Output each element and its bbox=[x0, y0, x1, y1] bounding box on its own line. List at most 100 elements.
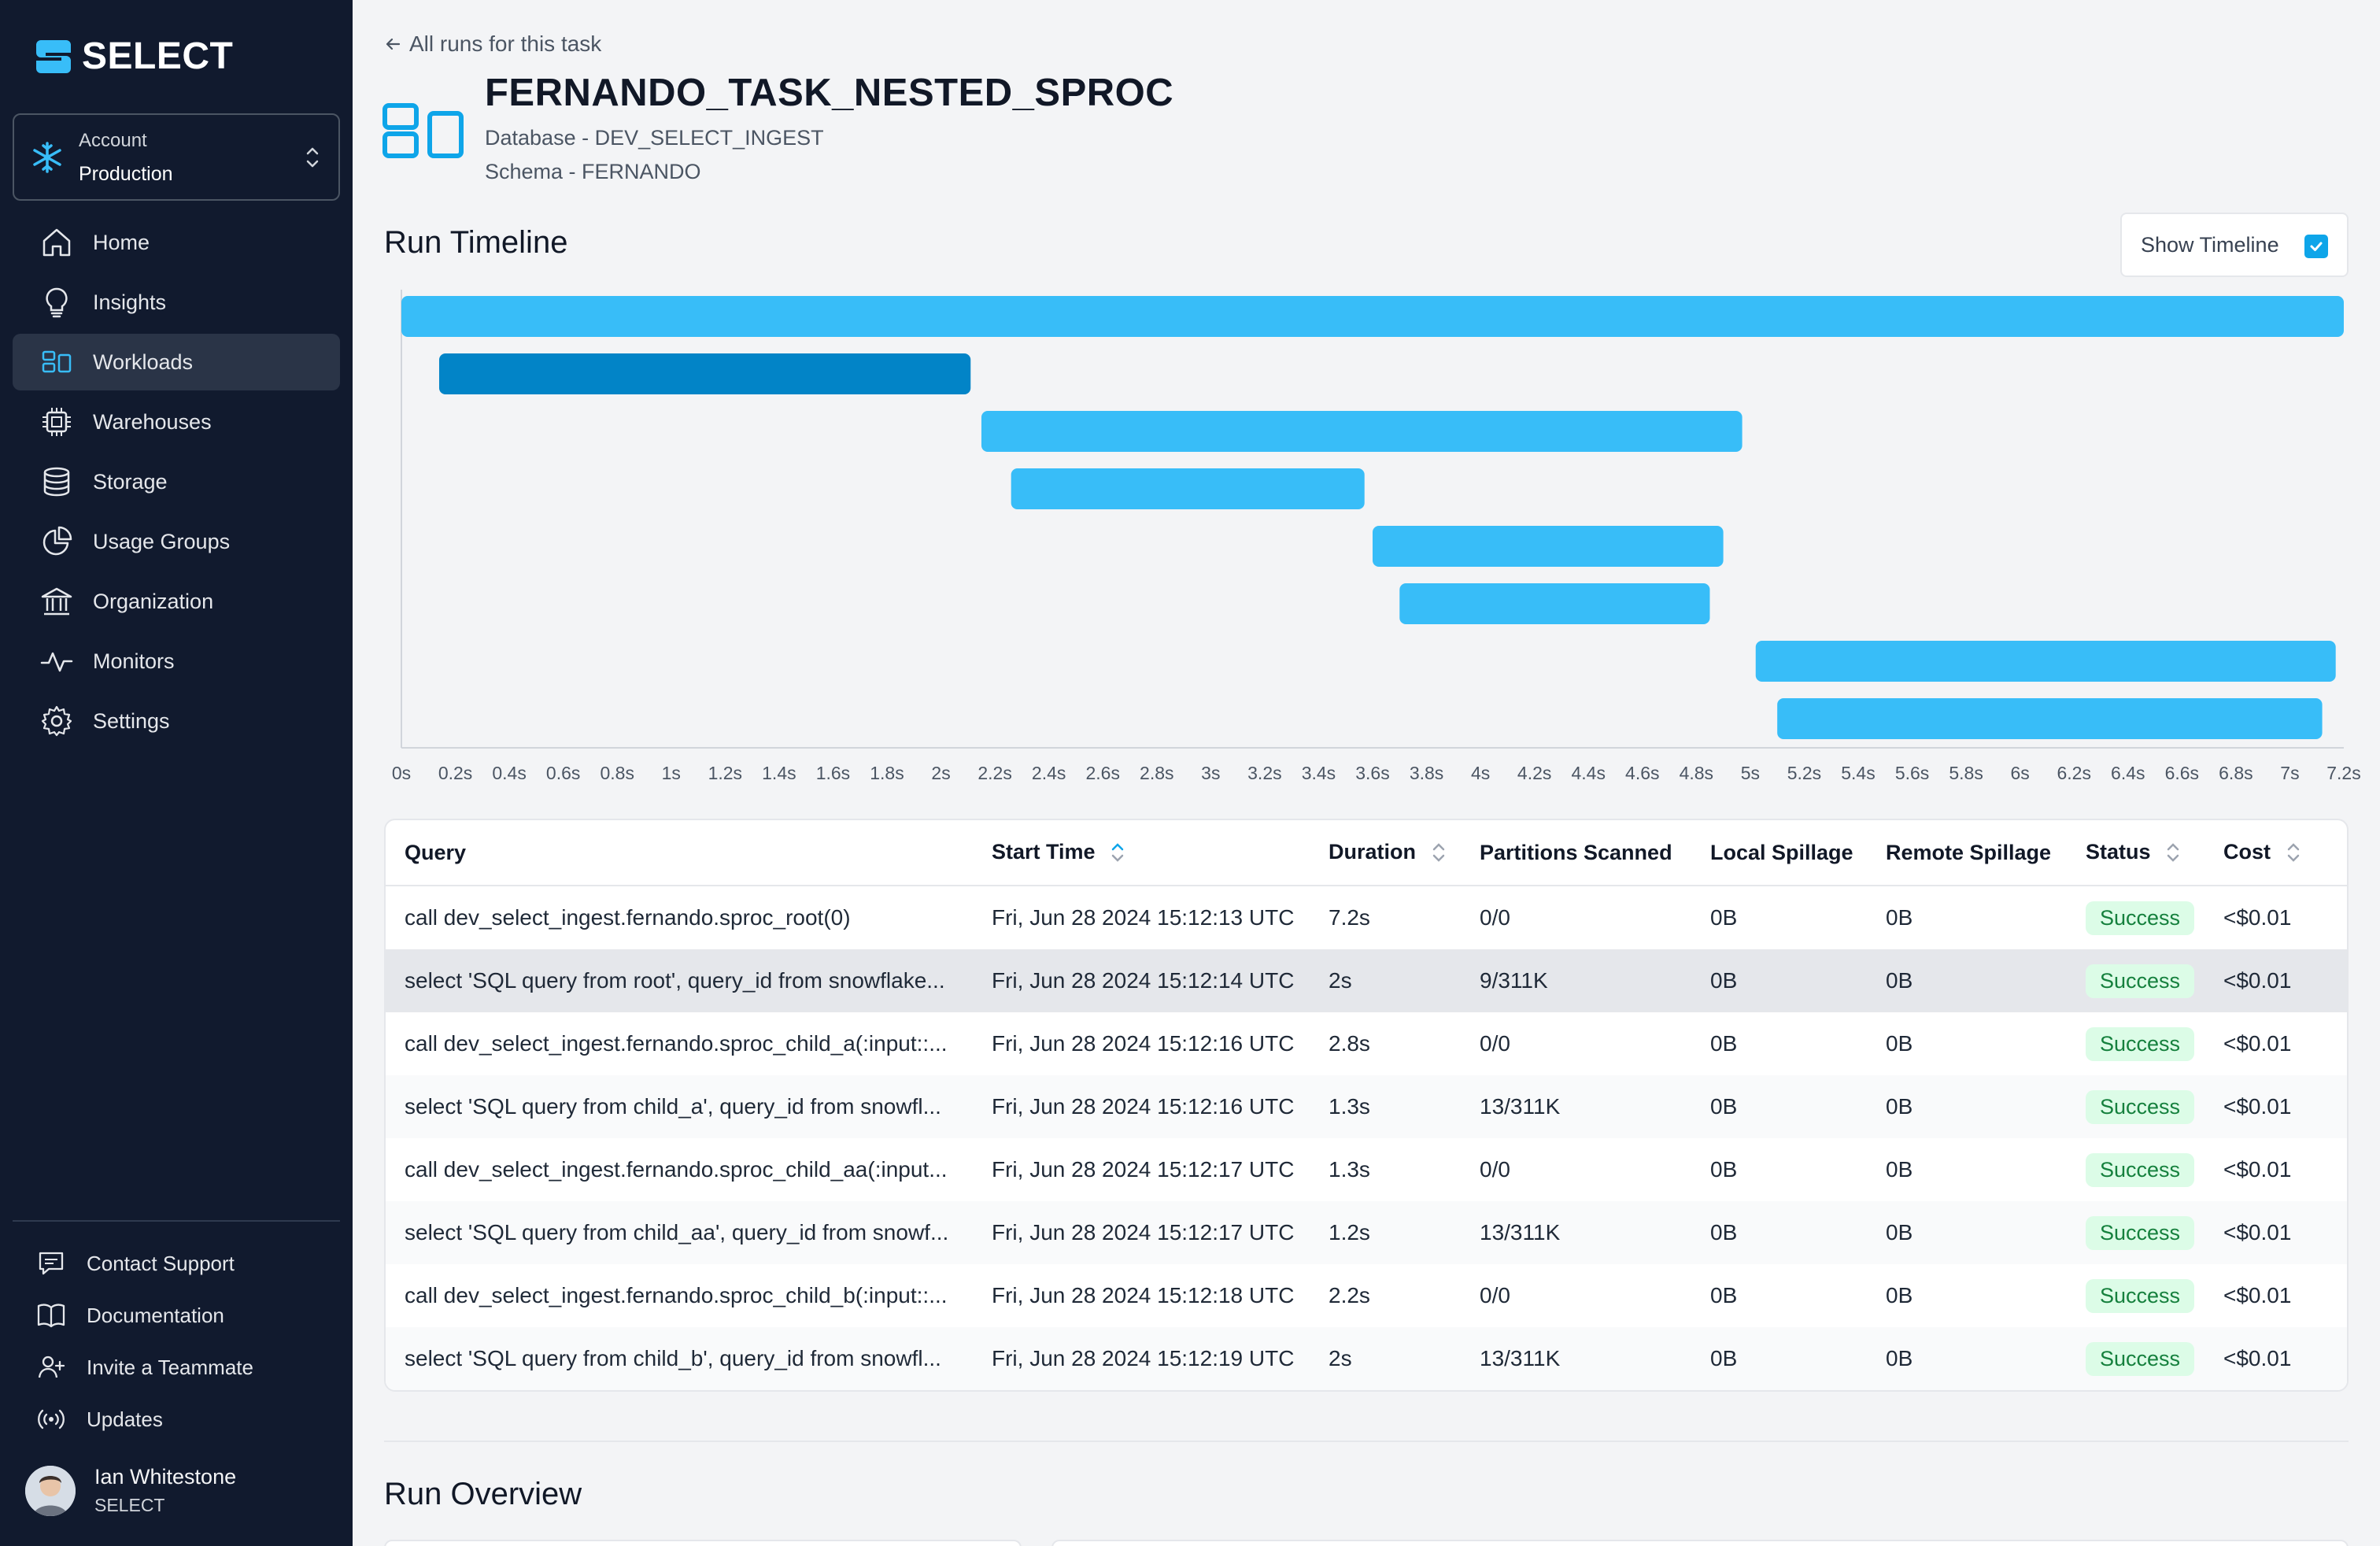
nav-item-workloads[interactable]: Workloads bbox=[13, 334, 340, 390]
timeline-tick-label: 6.8s bbox=[2219, 763, 2252, 783]
main-nav: Home Insights Workloads Warehouses Stora… bbox=[13, 214, 340, 753]
cell-start-time: Fri, Jun 28 2024 15:12:17 UTC bbox=[992, 1220, 1295, 1245]
table-row[interactable]: call dev_select_ingest.fernando.sproc_ch… bbox=[386, 1138, 2347, 1201]
nav-item-monitors[interactable]: Monitors bbox=[13, 633, 340, 690]
table-row[interactable]: select 'SQL query from child_a', query_i… bbox=[386, 1075, 2347, 1138]
table-row[interactable]: select 'SQL query from root', query_id f… bbox=[386, 949, 2347, 1012]
nav-item-home[interactable]: Home bbox=[13, 214, 340, 271]
column-header-start-time[interactable]: Start Time bbox=[992, 840, 1329, 866]
pie-chart-icon bbox=[39, 524, 74, 559]
timeline-tick-label: 1.8s bbox=[870, 763, 904, 783]
timeline-tick-label: 3.8s bbox=[1410, 763, 1443, 783]
secondary-nav: Contact Support Documentation Invite a T… bbox=[13, 1237, 340, 1445]
table-row[interactable]: call dev_select_ingest.fernando.sproc_ro… bbox=[386, 886, 2347, 949]
cell-remote-spillage: 0B bbox=[1886, 1283, 1913, 1307]
cell-partitions: 0/0 bbox=[1480, 1283, 1510, 1307]
timeline-bar[interactable] bbox=[1399, 583, 1710, 624]
timeline-tick-label: 0.8s bbox=[600, 763, 634, 783]
table-row[interactable]: select 'SQL query from child_aa', query_… bbox=[386, 1201, 2347, 1264]
table-header: Query Start Time Duration Partitions Sca… bbox=[386, 820, 2347, 886]
nav-label: Documentation bbox=[87, 1303, 224, 1327]
nav-item-invite-teammate[interactable]: Invite a Teammate bbox=[13, 1341, 340, 1393]
nav-item-updates[interactable]: Updates bbox=[13, 1393, 340, 1445]
status-badge: Success bbox=[2086, 1341, 2195, 1376]
sort-icon[interactable] bbox=[1430, 840, 1447, 865]
table-row[interactable]: call dev_select_ingest.fernando.sproc_ch… bbox=[386, 1012, 2347, 1075]
nav-label: Usage Groups bbox=[93, 529, 231, 553]
nav-item-documentation[interactable]: Documentation bbox=[13, 1289, 340, 1341]
run-timeline-chart: 0s 0.2s 0.4s 0.6s 0.8s 1s 1.2s 1.4s 1.6s 1.8s 2s 2.… bbox=[384, 283, 2380, 795]
sort-icon[interactable] bbox=[2285, 840, 2302, 865]
column-label: Start Time bbox=[992, 839, 1096, 864]
cell-query: call dev_select_ingest.fernando.sproc_ch… bbox=[405, 1031, 948, 1056]
timeline-tick-label: 5.8s bbox=[1949, 763, 1983, 783]
status-badge: Success bbox=[2086, 963, 2195, 998]
timeline-tick-label: 0s bbox=[392, 763, 411, 783]
cell-cost: <$0.01 bbox=[2223, 1346, 2292, 1370]
cell-remote-spillage: 0B bbox=[1886, 1031, 1913, 1056]
show-timeline-toggle[interactable]: Show Timeline bbox=[2120, 213, 2349, 277]
timeline-tick-label: 3.4s bbox=[1302, 763, 1336, 783]
chip-icon bbox=[39, 405, 74, 439]
column-header-cost[interactable]: Cost bbox=[2223, 840, 2341, 866]
select-logo-icon bbox=[36, 39, 71, 73]
status-badge: Success bbox=[2086, 1215, 2195, 1250]
timeline-bar[interactable] bbox=[438, 353, 971, 394]
timeline-tick-label: 5.2s bbox=[1787, 763, 1821, 783]
status-badge: Success bbox=[2086, 901, 2195, 935]
sort-icon[interactable] bbox=[2164, 840, 2182, 865]
timeline-tick-label: 1s bbox=[662, 763, 681, 783]
back-link[interactable]: All runs for this task bbox=[384, 31, 601, 57]
timeline-tick-label: 6.6s bbox=[2165, 763, 2199, 783]
timeline-bar[interactable] bbox=[981, 411, 1743, 452]
nav-label: Settings bbox=[93, 708, 170, 733]
chat-icon bbox=[36, 1248, 66, 1278]
timeline-tick-label: 1.4s bbox=[762, 763, 796, 783]
cell-remote-spillage: 0B bbox=[1886, 968, 1913, 993]
nav-item-warehouses[interactable]: Warehouses bbox=[13, 394, 340, 450]
database-icon bbox=[39, 464, 74, 499]
table-row[interactable]: call dev_select_ingest.fernando.sproc_ch… bbox=[386, 1264, 2347, 1327]
column-header-status[interactable]: Status bbox=[2086, 840, 2223, 866]
timeline-tick-label: 5.4s bbox=[1841, 763, 1875, 783]
overview-card bbox=[384, 1540, 1022, 1546]
sidebar-divider bbox=[13, 1220, 340, 1222]
nav-item-settings[interactable]: Settings bbox=[13, 693, 340, 749]
brand-logo[interactable]: SELECT bbox=[35, 35, 233, 78]
cell-start-time: Fri, Jun 28 2024 15:12:16 UTC bbox=[992, 1094, 1295, 1119]
nav-item-contact-support[interactable]: Contact Support bbox=[13, 1237, 340, 1289]
table-row[interactable]: select 'SQL query from child_b', query_i… bbox=[386, 1327, 2347, 1390]
timeline-tick-label: 5s bbox=[1741, 763, 1760, 783]
cell-local-spillage: 0B bbox=[1710, 1157, 1738, 1182]
nav-item-insights[interactable]: Insights bbox=[13, 274, 340, 331]
nav-item-usage-groups[interactable]: Usage Groups bbox=[13, 513, 340, 570]
column-header-duration[interactable]: Duration bbox=[1329, 840, 1480, 866]
timeline-bar[interactable] bbox=[401, 296, 2344, 337]
timeline-bar[interactable] bbox=[1755, 641, 2336, 682]
account-selector[interactable]: Account Production bbox=[13, 113, 340, 201]
cell-local-spillage: 0B bbox=[1710, 968, 1738, 993]
checkbox-checked-icon[interactable] bbox=[2304, 235, 2328, 258]
cell-query: select 'SQL query from root', query_id f… bbox=[405, 968, 945, 993]
cell-partitions: 0/0 bbox=[1480, 1031, 1510, 1056]
timeline-bar[interactable] bbox=[1373, 526, 1724, 567]
cell-cost: <$0.01 bbox=[2223, 1283, 2292, 1307]
cell-start-time: Fri, Jun 28 2024 15:12:16 UTC bbox=[992, 1031, 1295, 1056]
cell-remote-spillage: 0B bbox=[1886, 1094, 1913, 1119]
cell-partitions: 13/311K bbox=[1480, 1346, 1561, 1370]
sort-icon[interactable] bbox=[1109, 840, 1126, 865]
cell-local-spillage: 0B bbox=[1710, 905, 1738, 930]
cell-start-time: Fri, Jun 28 2024 15:12:17 UTC bbox=[992, 1157, 1295, 1182]
arrow-left-icon bbox=[386, 38, 401, 50]
nav-item-storage[interactable]: Storage bbox=[13, 453, 340, 510]
cell-remote-spillage: 0B bbox=[1886, 1157, 1913, 1182]
nav-label: Warehouses bbox=[93, 409, 212, 434]
avatar bbox=[25, 1466, 76, 1516]
cell-duration: 2.2s bbox=[1329, 1283, 1370, 1307]
user-profile[interactable]: Ian Whitestone SELECT bbox=[25, 1463, 236, 1519]
column-header-partitions-scanned: Partitions Scanned bbox=[1480, 840, 1672, 864]
timeline-bar[interactable] bbox=[1011, 468, 1365, 509]
timeline-bar[interactable] bbox=[1777, 698, 2323, 739]
nav-item-organization[interactable]: Organization bbox=[13, 573, 340, 630]
timeline-tick-label: 0.2s bbox=[438, 763, 472, 783]
